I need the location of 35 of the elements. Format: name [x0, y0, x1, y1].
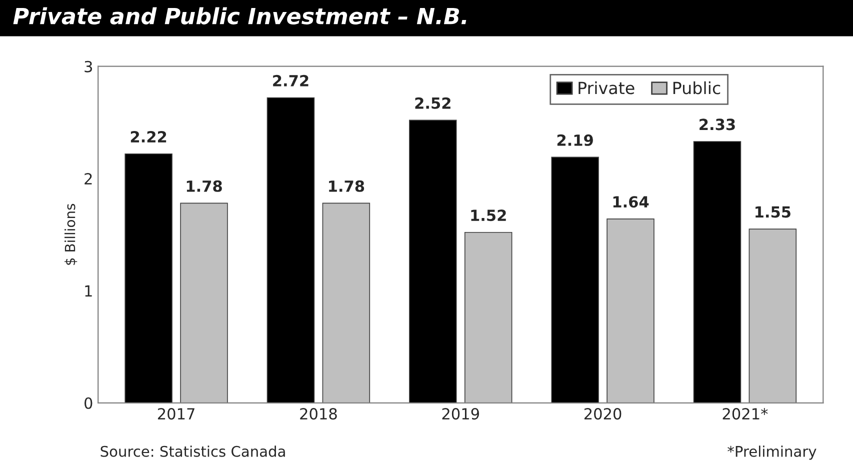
- data-label: 1.78: [329, 180, 364, 192]
- y-tick-label: 3: [84, 60, 92, 72]
- bar: [180, 202, 228, 403]
- data-label: 1.64: [613, 196, 649, 208]
- legend-label: Private: [578, 81, 634, 94]
- y-axis-title: $ Billions: [64, 204, 78, 265]
- x-tick-label: 2018: [300, 408, 337, 420]
- x-tick-label: 2019: [442, 408, 479, 420]
- legend-label: Public: [673, 81, 720, 94]
- x-tick-label: 2017: [158, 408, 194, 420]
- data-label: 2.72: [273, 74, 308, 86]
- y-tick-label: 2: [84, 173, 92, 184]
- bar: [551, 156, 599, 403]
- y-tick-label: 1: [85, 285, 92, 297]
- text: *Preliminary: [728, 446, 816, 460]
- data-label: 1.55: [756, 206, 790, 218]
- bar: [748, 228, 797, 403]
- bar: [124, 153, 172, 403]
- data-label: 1.52: [471, 210, 506, 222]
- bar: [409, 120, 457, 403]
- source-note: Source: Statistics Canada: [100, 446, 285, 457]
- y-tick-label: 0: [84, 397, 92, 409]
- data-label: 2.19: [557, 134, 593, 146]
- x-tick-label: 2020: [584, 408, 622, 420]
- data-label: 2.52: [415, 97, 450, 109]
- data-label: 2.33: [700, 118, 735, 130]
- data-label: 1.78: [186, 180, 222, 192]
- bar: [464, 232, 512, 403]
- bar: [693, 141, 742, 403]
- bar: [266, 97, 315, 403]
- bar: [606, 218, 654, 403]
- x-tick-label: 2021*: [722, 408, 768, 420]
- data-label: 2.22: [130, 131, 166, 142]
- chart-title: Private and Public Investment – N.B.: [13, 7, 466, 24]
- bar: [322, 202, 370, 403]
